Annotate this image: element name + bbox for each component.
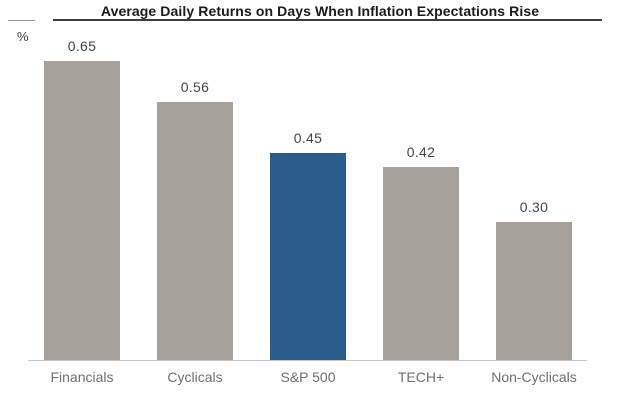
left-rule-line bbox=[8, 20, 35, 21]
bar-non-cyclicals bbox=[496, 222, 572, 360]
y-axis-unit-label: % bbox=[17, 29, 29, 44]
value-label-financials: 0.65 bbox=[67, 38, 97, 54]
bar-tech bbox=[383, 167, 459, 360]
value-label-tech: 0.42 bbox=[406, 144, 436, 160]
bar-cyclicals bbox=[157, 102, 233, 360]
category-label-tech: TECH+ bbox=[397, 369, 445, 385]
value-label-s-p-500: 0.45 bbox=[293, 130, 323, 146]
value-label-cyclicals: 0.56 bbox=[180, 79, 210, 95]
title-underline bbox=[53, 19, 602, 21]
chart-title: Average Daily Returns on Days When Infla… bbox=[100, 3, 540, 19]
bar-s-p-500 bbox=[270, 153, 346, 360]
value-label-non-cyclicals: 0.30 bbox=[519, 199, 549, 215]
bar-financials bbox=[44, 61, 120, 360]
category-label-financials: Financials bbox=[50, 369, 114, 385]
category-label-cyclicals: Cyclicals bbox=[167, 369, 223, 385]
x-axis-line bbox=[28, 360, 587, 361]
category-label-s-p-500: S&P 500 bbox=[280, 369, 336, 385]
category-label-non-cyclicals: Non-Cyclicals bbox=[491, 369, 577, 385]
